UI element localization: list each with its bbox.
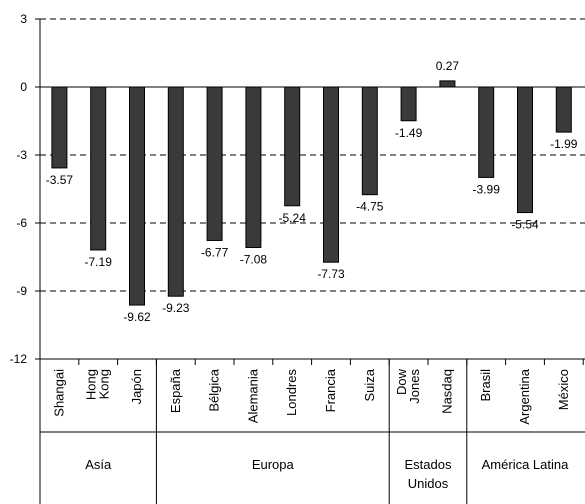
group-label: Europa (252, 457, 295, 472)
category-labels: Shangai HongKong Japón España Bélgica Alemani… (51, 368, 570, 424)
y-tick-label: -3 (16, 148, 27, 162)
group-label: Estados Unidos (405, 457, 452, 491)
bar (167, 86, 184, 297)
data-label: -6.77 (201, 245, 229, 259)
category-label: Argentina (517, 368, 532, 424)
bar (517, 86, 533, 214)
data-labels: -3.57 -7.19 -9.62 -9.23 -6.77 -7.08 -5.24 -7.73… (46, 59, 578, 324)
bar (245, 86, 262, 248)
bar (361, 86, 378, 196)
group-label: Asía (85, 457, 112, 472)
bar (51, 86, 68, 169)
category-label: México (556, 369, 571, 410)
data-label: -3.99 (473, 182, 501, 196)
bar (478, 86, 495, 178)
y-tick-label: -9 (16, 284, 27, 298)
category-label: HongKong (84, 369, 112, 400)
data-label: -5.24 (279, 211, 307, 225)
bar (129, 86, 145, 306)
data-label: -9.62 (123, 310, 151, 324)
bar (284, 86, 301, 207)
bar (323, 86, 339, 263)
group-label: América Latina (482, 457, 569, 472)
category-label: Brasil (478, 369, 493, 402)
data-label: -7.08 (240, 252, 268, 266)
y-tick-label: 3 (20, 12, 27, 26)
category-label: Suiza (362, 368, 377, 401)
category-label: DowJones (394, 368, 422, 403)
data-label: -5.54 (511, 218, 539, 232)
bar (206, 86, 223, 241)
data-label: -7.73 (317, 267, 345, 281)
category-label: Nasdaq (439, 369, 454, 414)
axes (35, 18, 585, 504)
data-label: 0.27 (436, 59, 460, 73)
data-label: -1.49 (395, 126, 423, 140)
y-tick-label: 0 (20, 80, 27, 94)
data-label: -4.75 (356, 200, 384, 214)
category-label: Francia (323, 368, 338, 412)
data-label: -1.99 (550, 137, 578, 151)
data-label: -3.57 (46, 173, 74, 187)
y-tick-label: -6 (16, 216, 27, 230)
group-labels: Asía Europa Estados Unidos América Latina (85, 457, 569, 491)
category-label: Londres (284, 369, 299, 416)
gridlines (40, 18, 585, 292)
y-tick-label: -12 (10, 352, 28, 366)
data-label: -9.23 (162, 301, 190, 315)
bar (400, 86, 417, 122)
category-label: Shangai (51, 369, 66, 417)
category-label: Bélgica (207, 368, 222, 411)
bar (439, 80, 456, 88)
bar (555, 86, 572, 133)
category-label: España (168, 368, 183, 413)
data-label: -7.19 (85, 255, 113, 269)
category-label: Japón (129, 369, 144, 404)
bar (90, 86, 107, 251)
category-label: Alemania (245, 368, 260, 423)
y-tick-labels: 3 0 -3 -6 -9 -12 (10, 12, 28, 366)
